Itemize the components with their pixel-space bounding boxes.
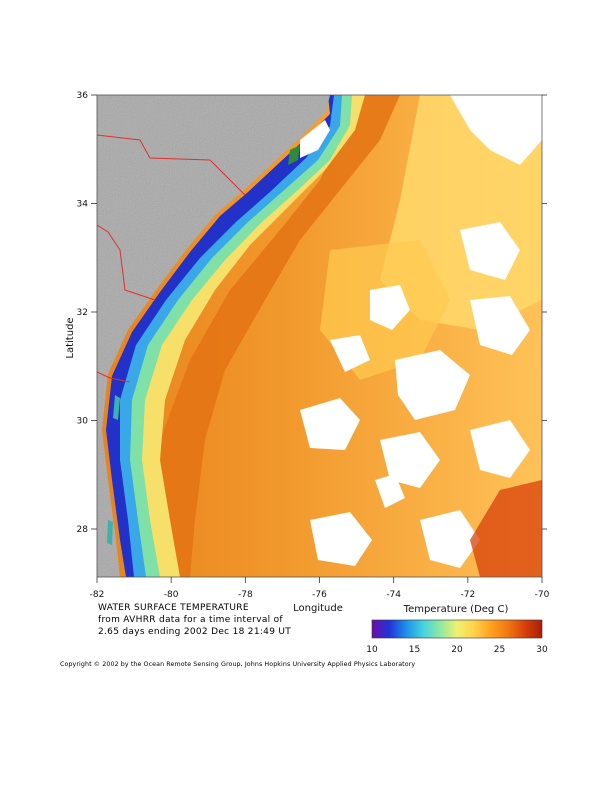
state-boundaries: [97, 134, 246, 383]
copyright-notice: Copyright © 2002 by the Ocean Remote Sen…: [60, 661, 416, 668]
y-tick-label: 32: [77, 308, 88, 318]
pamlico-sound: [300, 120, 330, 158]
colorbar-tick-label: 15: [409, 645, 420, 655]
coastal-marsh: [288, 145, 300, 165]
y-axis-ticks: 36 34 32 30 28: [77, 91, 547, 535]
x-axis-ticks: -82 -80 -78 -76 -74 -72 -70: [90, 577, 550, 600]
cloud-cover: [300, 95, 542, 568]
colorbar-tick-label: 20: [451, 645, 463, 655]
x-tick-label: -76: [312, 590, 327, 600]
colorbar-title: Temperature (Deg C): [403, 604, 509, 615]
colorbar: [371, 619, 543, 639]
map-plot-area: [97, 95, 542, 577]
colorbar-tick-label: 25: [494, 645, 505, 655]
x-tick-label: -78: [238, 590, 253, 600]
y-tick-label: 30: [77, 417, 89, 427]
colorbar-ticks: 10 15 20 25 30: [366, 645, 548, 655]
x-tick-label: -70: [535, 590, 550, 600]
coastal-lagoon: [113, 395, 120, 420]
warm-eddy-southeast: [470, 480, 542, 577]
y-tick-label: 36: [77, 91, 89, 101]
caption-title: WATER SURFACE TEMPERATURE: [98, 603, 249, 613]
caption-source: from AVHRR data for a time interval of: [98, 615, 283, 625]
x-tick-label: -82: [90, 590, 105, 600]
caption-time: 2.65 days ending 2002 Dec 18 21:49 UT: [98, 627, 292, 637]
x-tick-label: -80: [164, 590, 179, 600]
y-axis-title: Latitude: [65, 317, 76, 358]
x-axis-title: Longitude: [293, 603, 343, 614]
y-tick-label: 28: [77, 525, 89, 535]
coastal-lagoon-south: [107, 520, 113, 545]
y-tick-label: 34: [77, 200, 89, 210]
land-relief-texture: [97, 95, 330, 577]
colorbar-tick-label: 10: [366, 645, 378, 655]
colorbar-tick-label: 30: [536, 645, 548, 655]
x-tick-label: -72: [460, 590, 475, 600]
x-tick-label: -74: [386, 590, 401, 600]
